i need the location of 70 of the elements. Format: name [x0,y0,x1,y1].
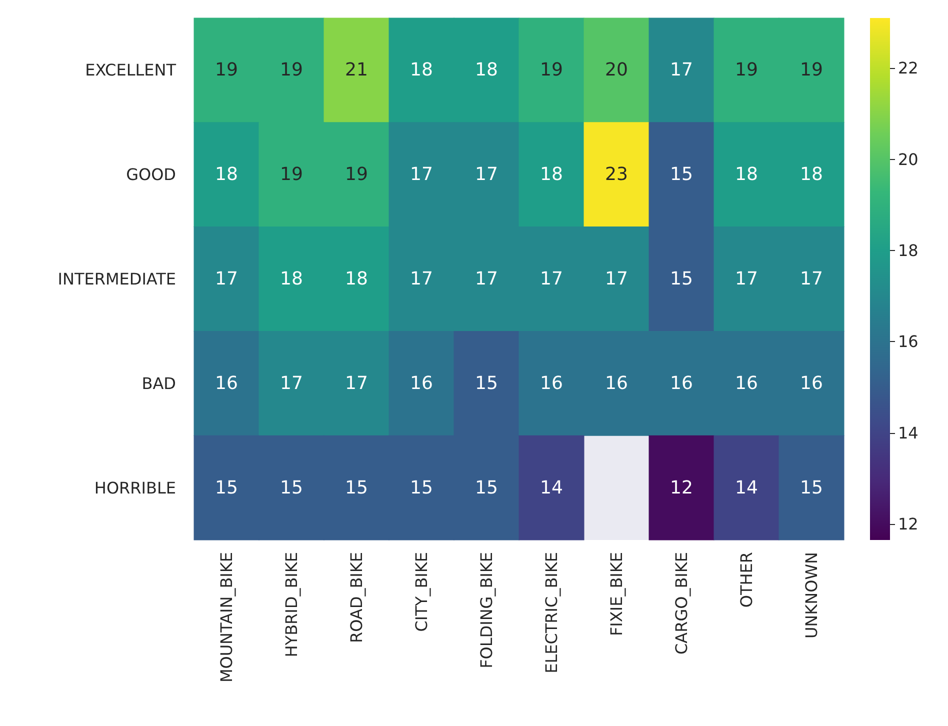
data-label: 17 [475,164,498,186]
data-label: 17 [410,164,433,186]
data-label: 18 [735,164,758,186]
data-label: 18 [345,268,368,290]
data-label: 16 [670,372,693,394]
data-label: 17 [540,268,563,290]
data-label: 14 [735,477,758,498]
x-tick-label: OTHER [737,552,756,608]
data-label: 18 [800,164,823,186]
data-label: 17 [475,268,498,290]
x-tick-label: CARGO_BIKE [672,552,691,655]
color-bar-label: 20 [898,150,918,169]
x-tick-label: FOLDING_BIKE [477,552,496,668]
x-tick-label: MOUNTAIN_BIKE [217,552,236,683]
data-label: 17 [800,268,823,290]
data-label: 19 [540,60,563,81]
data-label: 17 [670,60,693,81]
data-label: 19 [800,60,823,81]
data-label: 15 [670,164,693,186]
data-label: 15 [800,477,823,498]
x-tick-label: UNKNOWN [802,552,821,639]
data-label: 19 [735,60,758,81]
data-label: 18 [540,164,563,186]
color-bar-label: 14 [898,423,918,442]
data-label: 16 [735,372,758,394]
y-tick-label: HORRIBLE [94,478,176,498]
data-label: 12 [670,477,693,498]
x-tick-label: FIXIE_BIKE [607,552,626,636]
color-bar-label: 22 [898,58,918,78]
data-label: 17 [410,268,433,290]
y-tick-label: BAD [142,374,176,393]
data-label: 15 [410,477,433,498]
data-label: 17 [345,372,368,394]
data-label: 17 [735,268,758,290]
data-label: 19 [345,164,368,186]
data-label: 19 [215,60,238,81]
data-label: 16 [410,372,433,394]
data-label: 23 [605,164,628,186]
x-tick-label: ROAD_BIKE [347,552,366,643]
data-label: 17 [215,268,238,290]
x-tick-label: ELECTRIC_BIKE [542,552,561,674]
data-label: 19 [280,60,303,81]
color-bar-label: 18 [898,241,918,260]
data-label: 14 [540,477,563,498]
data-label: 15 [475,372,498,394]
x-tick-label: HYBRID_BIKE [282,552,301,658]
data-label: 18 [215,164,238,186]
data-label: 15 [670,268,693,290]
data-label: 19 [280,164,303,186]
data-label: 15 [215,477,238,498]
color-bar-label: 12 [898,514,918,534]
data-label: 15 [280,477,303,498]
data-label: 20 [605,60,628,81]
data-label: 16 [215,372,238,394]
data-label: 17 [280,372,303,394]
data-label: 16 [540,372,563,394]
data-label: 16 [605,372,628,394]
data-label: 16 [800,372,823,394]
color-bar-label: 16 [898,332,918,352]
data-label: 15 [475,477,498,498]
y-tick-label: GOOD [126,165,176,184]
data-label: 18 [410,60,433,81]
y-tick-label: INTERMEDIATE [58,270,176,288]
data-label: 18 [280,268,303,290]
data-label: 15 [345,477,368,498]
data-label: 17 [605,268,628,290]
y-tick-label: EXCELLENT [85,60,176,80]
data-label: 21 [345,60,368,81]
data-label: 18 [475,60,498,81]
x-tick-label: CITY_BIKE [412,552,431,632]
